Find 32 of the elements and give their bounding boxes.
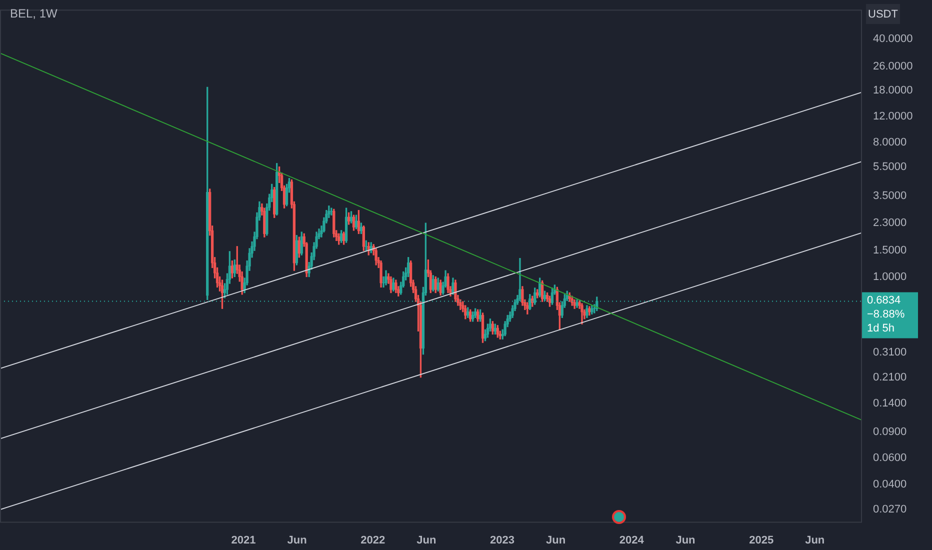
x-tick-label: 2023 <box>490 534 514 546</box>
y-tick-label: 8.0000 <box>873 136 907 149</box>
text: 1d 5h <box>867 322 895 334</box>
y-tick-label: 0.3100 <box>873 346 907 358</box>
y-tick-label: 0.0270 <box>873 504 907 516</box>
y-axis-title: USDT <box>868 8 898 21</box>
y-tick-label: 2.3000 <box>873 217 907 230</box>
y-tick-label: 5.5000 <box>873 160 907 173</box>
x-tick-label: 2025 <box>749 534 774 546</box>
y-tick-label: 0.0900 <box>873 426 907 438</box>
y-tick-label: 0.2100 <box>873 371 907 384</box>
x-tick-label: Jun <box>546 534 566 546</box>
y-tick-label: 0.1400 <box>873 398 907 410</box>
x-tick-label: Jun <box>676 534 696 546</box>
y-tick-label: 26.0000 <box>873 60 913 73</box>
y-tick-label: 18.0000 <box>873 84 913 96</box>
y-tick-label: 40.0000 <box>873 32 913 45</box>
x-tick-label: 2022 <box>360 534 386 546</box>
x-tick-label: 2021 <box>231 534 256 546</box>
y-tick-label: 3.5000 <box>873 190 907 202</box>
x-tick-label: Jun <box>416 534 436 546</box>
ref-line-label: 0.6834 <box>867 294 901 306</box>
x-tick-label: Jun <box>287 534 308 546</box>
x-tick-label: Jun <box>805 534 825 546</box>
y-tick-label: 0.0400 <box>873 478 907 490</box>
y-tick-label: 0.0600 <box>873 452 907 464</box>
chart-title: BEL, 1W <box>10 6 58 20</box>
y-tick-label: 12.0000 <box>873 110 913 123</box>
text: −8.88% <box>867 308 905 320</box>
y-tick-label: 1.0000 <box>873 270 907 283</box>
y-tick-label: 1.5000 <box>873 244 907 257</box>
x-tick-label: 2024 <box>619 534 645 546</box>
